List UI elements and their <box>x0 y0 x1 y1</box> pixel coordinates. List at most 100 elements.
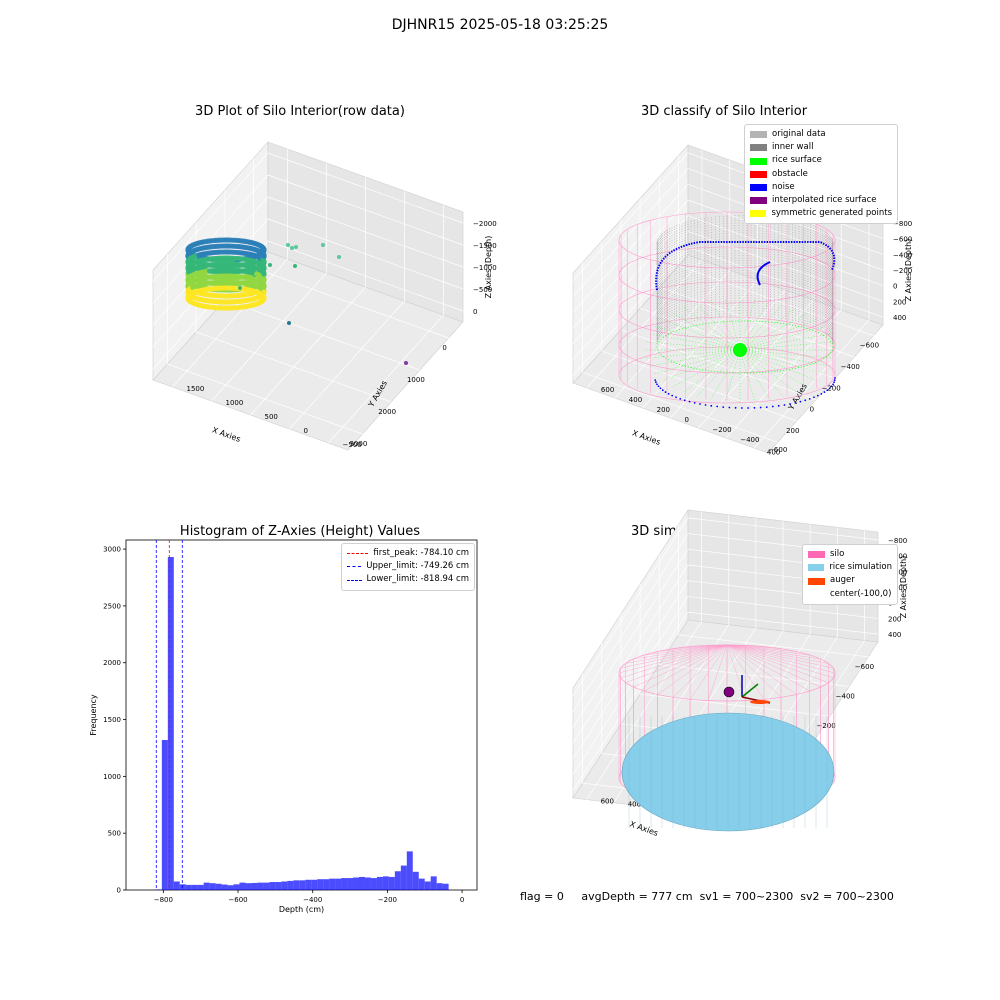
silo-roof-wire <box>726 644 834 679</box>
legend-entry: Lower_limit: -818.94 cm <box>347 573 469 586</box>
silo-roof-wire <box>726 644 829 664</box>
silo-roof-wire <box>625 644 728 664</box>
gridline <box>670 289 786 419</box>
histogram-bar <box>191 884 198 890</box>
silo-roof-wire <box>726 644 797 652</box>
noise-point <box>813 396 815 399</box>
rice-surface-points <box>739 349 770 400</box>
silo-point <box>261 247 267 253</box>
noise-point <box>657 385 660 388</box>
auger-body <box>750 700 770 704</box>
x-tick-label: −600 <box>860 342 879 350</box>
histogram-bar <box>406 851 413 890</box>
noise-point <box>716 405 719 408</box>
rice-surface-points <box>739 341 834 351</box>
gridline <box>267 218 464 290</box>
histogram-bar <box>364 877 371 890</box>
rice-surface-points <box>649 349 741 367</box>
noise-point <box>661 389 664 392</box>
y-tick-label: −600 <box>768 446 787 454</box>
legend-label: symmetric generated points <box>771 208 892 219</box>
legend-label: center(-100,0) <box>830 588 892 599</box>
noise-point <box>671 394 674 397</box>
flag-text: flag = 0 <box>520 890 564 903</box>
noise-point <box>693 401 696 404</box>
rice-surface-points <box>739 349 831 367</box>
histogram-bar <box>287 880 294 890</box>
histogram-bar <box>251 882 258 890</box>
histogram-bar <box>388 876 395 890</box>
silo-ring <box>618 316 836 374</box>
gridline <box>267 196 464 268</box>
legend-label: noise <box>772 181 795 192</box>
x-tick-label: −200 <box>816 722 835 730</box>
x-tick-label: −200 <box>378 896 397 904</box>
rice-surface-points <box>710 349 741 400</box>
histogram-bar <box>412 871 419 890</box>
gridline <box>572 564 689 744</box>
noise-cluster <box>756 261 771 286</box>
outlier-point <box>404 361 408 365</box>
x-tick-label: −400 <box>836 693 855 701</box>
silo-point <box>261 283 267 289</box>
gridline <box>572 580 689 759</box>
silo-point <box>261 259 267 265</box>
legend-swatch <box>808 577 825 585</box>
histogram-bar <box>233 884 240 890</box>
gridline <box>152 152 269 282</box>
histogram-bar <box>382 876 389 890</box>
noise-point <box>828 387 831 390</box>
gridline <box>753 319 870 449</box>
z-tick-label: 400 <box>888 631 901 639</box>
histogram-bar <box>370 878 377 890</box>
noise-point <box>688 400 691 403</box>
gridline <box>572 517 689 697</box>
z-tick-label: 200 <box>893 298 906 306</box>
legend-label: Upper_limit: -749.26 cm <box>366 561 469 572</box>
silo-point <box>261 295 267 301</box>
histogram-bar <box>209 883 216 890</box>
noise-point <box>826 389 829 392</box>
legend-swatch <box>347 566 362 568</box>
noise-point <box>747 407 750 409</box>
z-tick-label: −400 <box>893 251 912 259</box>
rice-surface-center <box>733 343 747 357</box>
noise-point <box>683 399 686 402</box>
x-tick-label: 0 <box>810 406 814 414</box>
legend-swatch <box>808 551 825 559</box>
legend-swatch <box>347 579 362 581</box>
noise-point <box>833 381 836 384</box>
legend-entry: interpolated rice surface <box>750 194 892 207</box>
outlier-point <box>321 243 325 247</box>
silo-roof-wire <box>726 644 829 683</box>
silo-roof-wire <box>726 644 782 649</box>
sv2-text: sv2 = 700~2300 <box>800 890 894 903</box>
outlier-point <box>293 264 297 268</box>
gridline <box>572 533 689 712</box>
y-tick-label: 1000 <box>226 399 244 407</box>
histogram-bar <box>263 882 270 890</box>
silo-roof-wire <box>657 644 728 695</box>
histogram-bar <box>245 883 252 890</box>
rice-surface-points <box>710 300 741 351</box>
histogram-bar <box>424 881 431 890</box>
noise-points <box>655 241 836 291</box>
silo-roof-wire <box>689 644 728 700</box>
histogram-bar <box>430 876 437 890</box>
plot2-axes: −600 −400 −200 0 200 400 600 400 200 0 −200 −400 −60… <box>572 144 913 456</box>
legend-swatch <box>750 183 767 191</box>
legend-entry: center(-100,0) <box>808 588 892 601</box>
plot-frame <box>125 539 478 891</box>
silo-ring <box>618 281 836 339</box>
y-axis-label: Frequency <box>89 694 98 736</box>
z-tick-label: 400 <box>893 314 906 322</box>
legend-entry: rice simulation <box>808 561 892 574</box>
x-tick-label: 0 <box>442 344 446 352</box>
rice-surface-points <box>646 341 741 351</box>
histogram-bar <box>239 882 246 890</box>
silo-point <box>261 253 267 259</box>
histogram-bar <box>155 889 162 890</box>
silo-roof-wire <box>644 644 728 692</box>
noise-point <box>808 397 811 400</box>
